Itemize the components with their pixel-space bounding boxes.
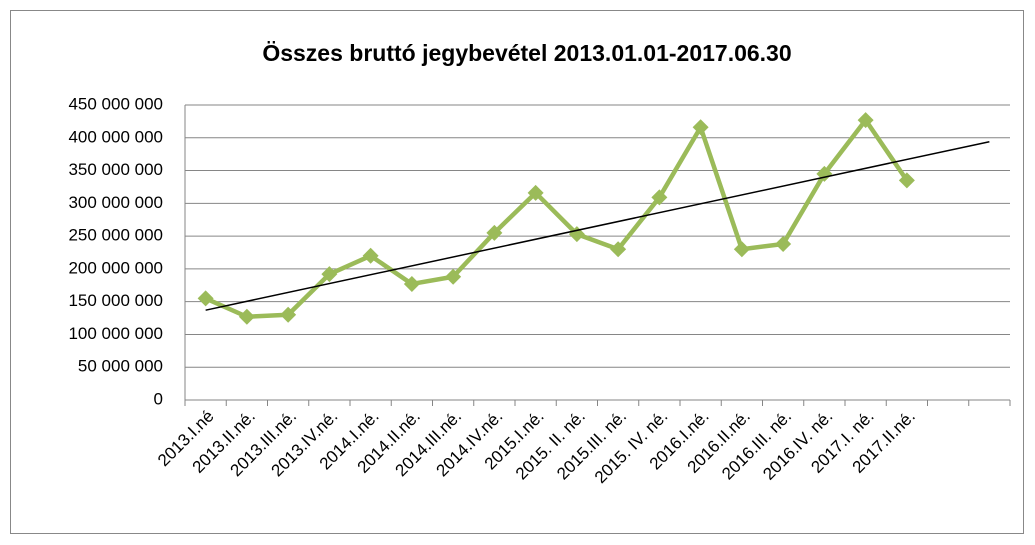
point-marker — [610, 241, 627, 258]
point-marker — [775, 235, 792, 252]
point-marker — [403, 275, 420, 292]
y-tick-label: 300 000 000 — [68, 193, 163, 212]
point-marker — [857, 112, 874, 129]
trendline — [205, 140, 990, 311]
y-tick-label: 350 000 000 — [68, 160, 163, 179]
point-marker — [898, 172, 915, 189]
point-marker — [527, 184, 544, 201]
point-marker — [238, 308, 255, 325]
y-tick-label: 100 000 000 — [68, 324, 163, 343]
point-marker — [362, 247, 379, 264]
point-marker — [733, 241, 750, 258]
y-tick-label: 200 000 000 — [68, 258, 163, 277]
point-marker — [445, 268, 462, 285]
point-marker — [651, 189, 668, 206]
point-marker — [280, 306, 297, 323]
series-line — [204, 117, 909, 319]
point-marker — [486, 224, 503, 241]
y-tick-label: 50 000 000 — [78, 357, 163, 376]
point-marker — [692, 119, 709, 136]
y-tick-label: 0 — [154, 389, 163, 408]
point-marker — [197, 290, 214, 307]
y-tick-label: 400 000 000 — [68, 127, 163, 146]
chart-frame — [10, 10, 1024, 534]
y-tick-label: 450 000 000 — [68, 94, 163, 113]
point-marker — [321, 266, 338, 283]
y-tick-label: 250 000 000 — [68, 226, 163, 245]
chart-title: Összes bruttó jegybevétel 2013.01.01-201… — [262, 40, 791, 66]
y-tick-label: 150 000 000 — [68, 291, 163, 310]
